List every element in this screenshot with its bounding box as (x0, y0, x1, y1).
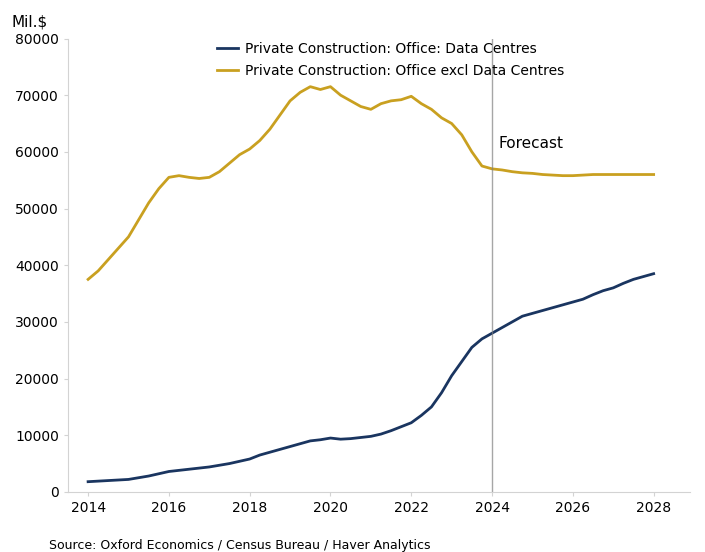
Private Construction: Office: Data Centres: (2.03e+03, 3.85e+04): Office: Data Centres: (2.03e+03, 3.85e+0… (649, 270, 658, 277)
Private Construction: Office excl Data Centres: (2.02e+03, 5.75e+04): Office excl Data Centres: (2.02e+03, 5.7… (478, 163, 486, 169)
Private Construction: Office excl Data Centres: (2.02e+03, 7.15e+04): Office excl Data Centres: (2.02e+03, 7.1… (306, 83, 314, 90)
Line: Private Construction: Office excl Data Centres: Private Construction: Office excl Data C… (88, 87, 654, 279)
Text: Source: Oxford Economics / Census Bureau / Haver Analytics: Source: Oxford Economics / Census Bureau… (49, 539, 431, 552)
Private Construction: Office excl Data Centres: (2.01e+03, 4.1e+04): Office excl Data Centres: (2.01e+03, 4.1… (104, 256, 113, 263)
Private Construction: Office excl Data Centres: (2.02e+03, 5.95e+04): Office excl Data Centres: (2.02e+03, 5.9… (235, 151, 244, 158)
Private Construction: Office: Data Centres: (2.02e+03, 2.55e+04): Office: Data Centres: (2.02e+03, 2.55e+0… (467, 344, 476, 351)
Private Construction: Office excl Data Centres: (2.02e+03, 5.7e+04): Office excl Data Centres: (2.02e+03, 5.7… (488, 166, 496, 172)
Private Construction: Office: Data Centres: (2.02e+03, 9.5e+03): Office: Data Centres: (2.02e+03, 9.5e+03… (326, 435, 335, 442)
Private Construction: Office excl Data Centres: (2.02e+03, 7e+04): Office excl Data Centres: (2.02e+03, 7e+… (336, 92, 345, 98)
Private Construction: Office excl Data Centres: (2.01e+03, 3.75e+04): Office excl Data Centres: (2.01e+03, 3.7… (84, 276, 92, 283)
Private Construction: Office excl Data Centres: (2.03e+03, 5.6e+04): Office excl Data Centres: (2.03e+03, 5.6… (649, 171, 658, 178)
Line: Private Construction: Office: Data Centres: Private Construction: Office: Data Centr… (88, 274, 654, 482)
Private Construction: Office: Data Centres: (2.01e+03, 2e+03): Office: Data Centres: (2.01e+03, 2e+03) (104, 477, 113, 484)
Private Construction: Office: Data Centres: (2.01e+03, 1.8e+03): Office: Data Centres: (2.01e+03, 1.8e+03… (84, 479, 92, 485)
Private Construction: Office: Data Centres: (2.02e+03, 2.7e+04): Office: Data Centres: (2.02e+03, 2.7e+04… (478, 336, 486, 342)
Private Construction: Office: Data Centres: (2.02e+03, 5.4e+03): Office: Data Centres: (2.02e+03, 5.4e+03… (235, 458, 244, 465)
Legend: Private Construction: Office: Data Centres, Private Construction: Office excl Da: Private Construction: Office: Data Centr… (212, 36, 570, 84)
Private Construction: Office excl Data Centres: (2.01e+03, 4.3e+04): Office excl Data Centres: (2.01e+03, 4.3… (114, 245, 123, 252)
Text: Forecast: Forecast (498, 136, 563, 151)
Text: Mil.$: Mil.$ (12, 14, 48, 29)
Private Construction: Office: Data Centres: (2.01e+03, 2.1e+03): Office: Data Centres: (2.01e+03, 2.1e+03… (114, 477, 123, 484)
